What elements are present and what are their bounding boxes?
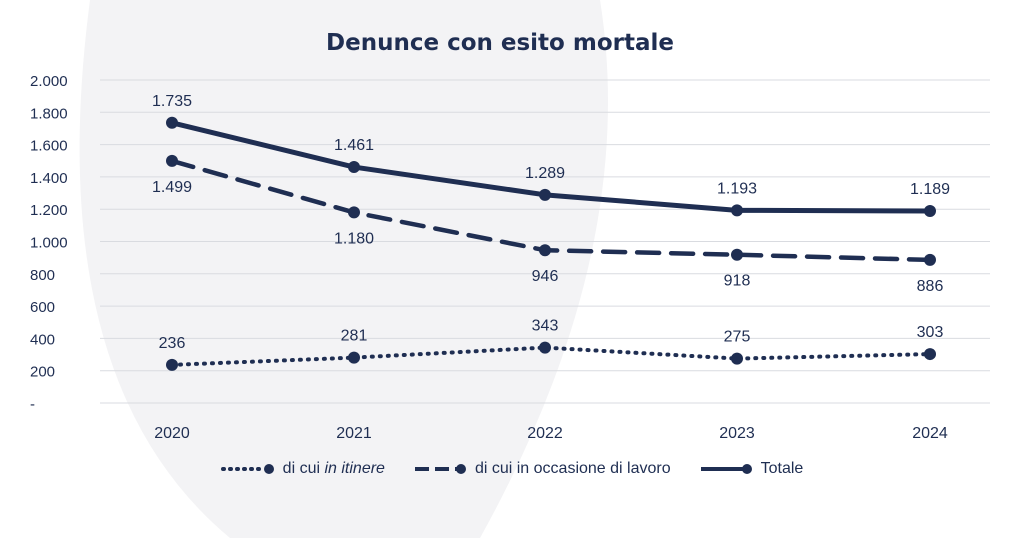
data-label: 1.735 <box>152 93 192 110</box>
y-tick-label: 600 <box>30 299 55 316</box>
chart-title: Denunce con esito mortale <box>326 30 674 56</box>
data-label: 1.461 <box>334 137 374 154</box>
y-tick-label: 400 <box>30 331 55 348</box>
legend-item-occasione-lavoro: di cui in occasione di lavoro <box>413 460 671 478</box>
y-tick-label: 200 <box>30 364 55 381</box>
data-point <box>348 161 360 174</box>
chart-legend: di cui in itinere di cui in occasione di… <box>0 460 1024 478</box>
data-label: 281 <box>341 328 368 345</box>
data-label: 1.180 <box>334 230 374 247</box>
data-point <box>539 244 551 257</box>
x-tick-label: 2022 <box>527 425 563 442</box>
legend-swatch-solid <box>700 464 752 474</box>
x-tick-label: 2023 <box>719 425 755 442</box>
data-point <box>731 352 743 365</box>
data-point <box>731 248 743 261</box>
x-tick-label: 2024 <box>912 425 948 442</box>
data-label: 275 <box>724 329 751 346</box>
y-tick-label: 1.000 <box>30 235 68 252</box>
data-label: 343 <box>532 318 559 335</box>
data-point <box>166 358 178 371</box>
data-label: 1.193 <box>717 180 757 197</box>
data-label: 236 <box>159 335 186 352</box>
y-tick-label: 1.800 <box>30 105 68 122</box>
x-tick-label: 2020 <box>154 425 190 442</box>
legend-item-totale: Totale <box>699 460 804 478</box>
y-tick-label: 1.200 <box>30 202 68 219</box>
data-label: 303 <box>917 324 944 341</box>
y-tick-label: 1.600 <box>30 138 68 155</box>
data-label: 886 <box>917 278 944 295</box>
legend-swatch-dotted <box>220 464 274 474</box>
data-point <box>539 341 551 354</box>
data-point <box>924 348 936 361</box>
legend-item-in-itinere: di cui in itinere <box>220 460 385 478</box>
legend-label-occasione-lavoro: di cui in occasione di lavoro <box>474 460 671 477</box>
data-point <box>539 188 551 201</box>
y-tick-label: 1.400 <box>30 170 68 187</box>
data-point <box>348 206 360 219</box>
data-point <box>348 351 360 364</box>
x-tick-label: 2021 <box>336 425 372 442</box>
data-label: 1.499 <box>152 179 192 196</box>
data-point <box>166 154 178 167</box>
series-line-dotted <box>170 345 932 367</box>
data-point <box>731 204 743 217</box>
data-point <box>924 204 936 217</box>
data-point <box>924 253 936 266</box>
legend-label-in-itinere: di cui in itinere <box>282 460 385 477</box>
data-label: 1.289 <box>525 165 565 182</box>
legend-swatch-dashed <box>414 464 466 474</box>
y-tick-label: 2.000 <box>30 73 68 90</box>
y-tick-label: - <box>30 396 35 413</box>
data-label: 918 <box>724 273 751 290</box>
data-point <box>166 116 178 129</box>
data-label: 1.189 <box>910 181 950 198</box>
data-label: 946 <box>532 268 559 285</box>
y-tick-label: 800 <box>30 267 55 284</box>
legend-label-totale: Totale <box>760 460 804 477</box>
